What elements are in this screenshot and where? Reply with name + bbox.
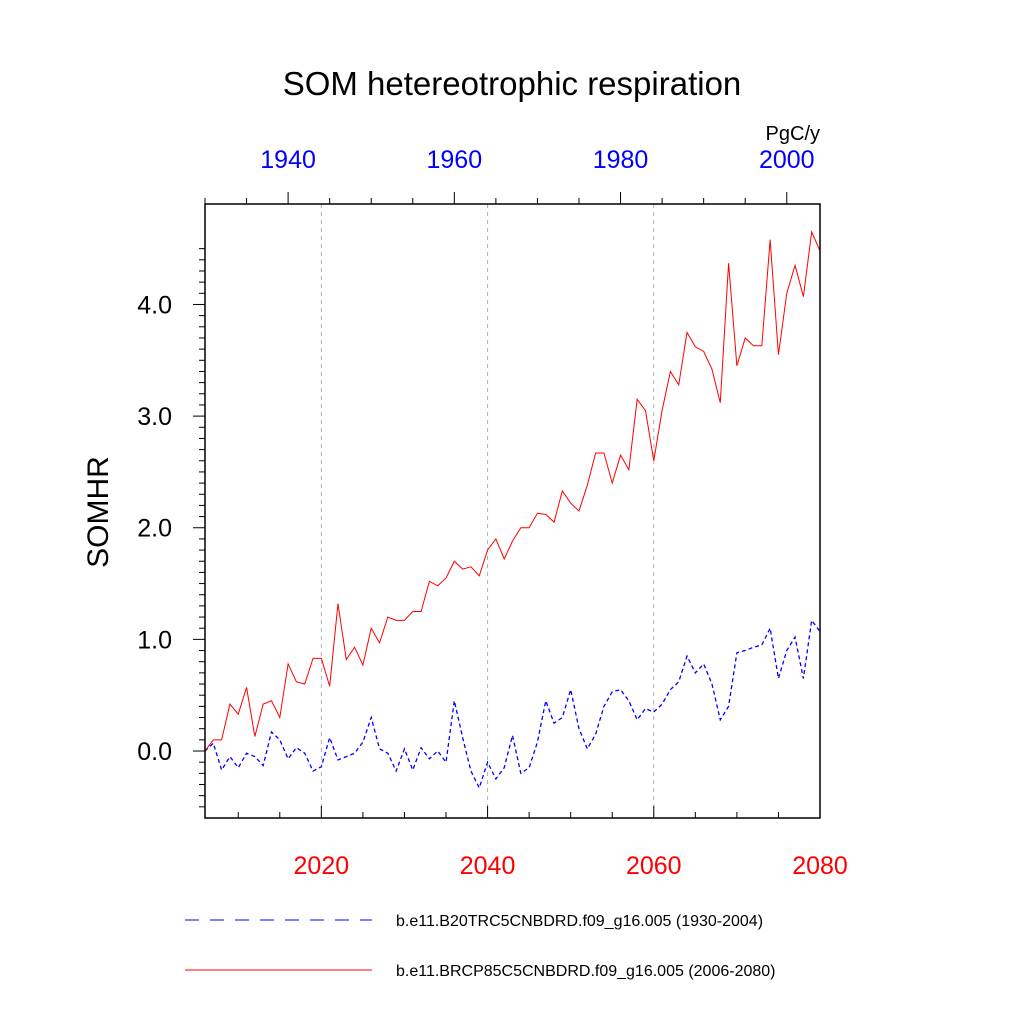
plot-frame xyxy=(204,203,821,819)
legend-label-1: b.e11.BRCP85C5CNBDRD.f09_g16.005 (2006-2… xyxy=(396,963,775,980)
units-label: PgC/y xyxy=(766,123,820,145)
legend: b.e11.B20TRC5CNBDRD.f09_g16.005 (1930-20… xyxy=(185,913,775,980)
grid-layer xyxy=(320,204,655,818)
bottom-tick-label-2060: 2060 xyxy=(626,852,682,880)
bottom-tick-label-2020: 2020 xyxy=(294,852,350,880)
top-tick-label-1980: 1980 xyxy=(593,146,649,174)
y-tick-label-4.0: 4.0 xyxy=(137,291,172,319)
axes-layer: 2020 2040 2060 2080 1940 1960 1980 2000 0.0 1.0 2.… xyxy=(137,146,848,880)
series-line-historical xyxy=(204,618,821,790)
series-layer xyxy=(204,230,821,790)
bottom-tick-label-2040: 2040 xyxy=(460,852,516,880)
y-tick-label-0.0: 0.0 xyxy=(137,738,172,766)
y-tick-label-3.0: 3.0 xyxy=(137,403,172,431)
legend-label-0: b.e11.B20TRC5CNBDRD.f09_g16.005 (1930-20… xyxy=(396,913,763,930)
y-axis-label: SOMHR xyxy=(82,456,115,568)
series-line-rcp85 xyxy=(204,230,821,752)
top-tick-label-2000: 2000 xyxy=(759,146,815,174)
bottom-tick-label-2080: 2080 xyxy=(792,852,848,880)
chart-title: SOM hetereotrophic respiration xyxy=(283,65,742,102)
y-tick-label-2.0: 2.0 xyxy=(137,515,172,543)
top-tick-label-1940: 1940 xyxy=(260,146,316,174)
y-tick-label-1.0: 1.0 xyxy=(137,626,172,654)
top-tick-label-1960: 1960 xyxy=(427,146,483,174)
